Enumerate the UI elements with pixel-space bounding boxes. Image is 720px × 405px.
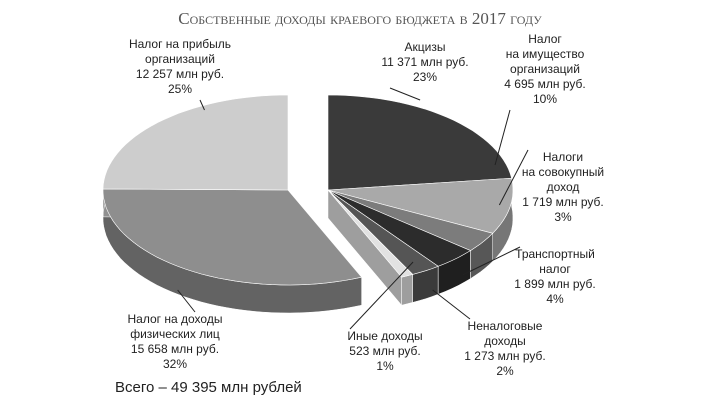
leader-line [177, 289, 196, 313]
slice [102, 94, 289, 191]
category-label: доходы [484, 334, 525, 348]
value-label: 1 273 млн руб. [464, 349, 545, 363]
share-label: 10% [533, 92, 557, 106]
category-label: Налоги [543, 150, 583, 164]
share-label: 1% [376, 359, 394, 373]
slice [327, 94, 512, 191]
share-label: 32% [163, 357, 187, 371]
category-label: Налог на прибыль [129, 37, 231, 51]
leader-line [389, 87, 421, 101]
share-label: 2% [496, 364, 514, 378]
category-label: на совокупный [522, 165, 604, 179]
share-label: 25% [168, 82, 192, 96]
category-label: Налог [528, 32, 562, 46]
leader-line [199, 99, 205, 111]
share-label: 4% [546, 292, 564, 306]
slice [327, 189, 472, 267]
leader-line [494, 109, 511, 166]
slice-side [401, 274, 413, 306]
value-label: 1 719 млн руб. [522, 195, 603, 209]
slice [102, 188, 363, 286]
value-label: 1 899 млн руб. [514, 277, 595, 291]
category-label: Иные доходы [347, 329, 422, 343]
value-label: 15 658 млн руб. [131, 342, 219, 356]
share-label: 23% [413, 70, 437, 84]
value-label: 11 371 млн руб. [381, 55, 468, 69]
chart-title: Собственные доходы краевого бюджета в 20… [178, 9, 542, 28]
leader-line [462, 246, 521, 276]
leader-line [349, 261, 414, 330]
leader-line [498, 149, 529, 206]
slice [327, 189, 494, 251]
category-label: Транспортный [515, 247, 595, 261]
slice [327, 177, 514, 234]
leader-line [432, 289, 471, 320]
category-label: организаций [145, 52, 215, 66]
share-label: 3% [554, 210, 572, 224]
value-label: 523 млн руб. [349, 344, 420, 358]
category-label: физических лиц [130, 327, 220, 341]
total-note: Всего – 49 395 млн рублей [115, 379, 302, 396]
category-label: на имущество [506, 47, 585, 61]
category-label: Акцизы [405, 40, 446, 54]
category-label: доход [547, 180, 580, 194]
category-label: организаций [510, 62, 580, 76]
slice [327, 189, 414, 278]
value-label: 4 695 млн руб. [504, 77, 585, 91]
category-label: налог [539, 262, 571, 276]
value-label: 12 257 млн руб. [136, 67, 224, 81]
category-label: Налог на доходы [128, 312, 223, 326]
category-label: Неналоговые [468, 319, 543, 333]
